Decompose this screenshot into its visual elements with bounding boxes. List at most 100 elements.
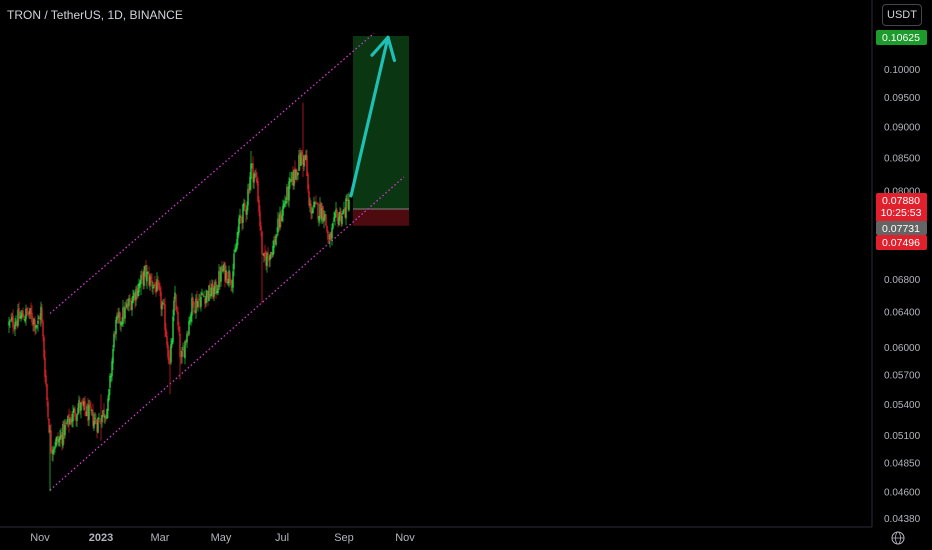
currency-button[interactable]: USDT	[882, 4, 922, 26]
candle-body	[213, 288, 215, 297]
candle	[339, 207, 341, 222]
candle-body	[329, 233, 331, 240]
candle	[56, 435, 58, 445]
candle	[61, 431, 63, 451]
candle	[108, 388, 110, 402]
candle-body	[134, 294, 136, 302]
candle-body	[85, 411, 87, 416]
candle	[239, 208, 241, 224]
candle	[243, 198, 245, 212]
candle	[114, 331, 116, 338]
candle-body	[290, 179, 292, 181]
candle	[334, 210, 336, 226]
candle-body	[8, 321, 10, 326]
candle-body	[235, 247, 237, 252]
candle	[106, 408, 108, 420]
candle	[60, 427, 62, 440]
candle-body	[152, 286, 154, 289]
candle	[164, 297, 166, 338]
candle-body	[196, 297, 198, 308]
candle-body	[151, 280, 153, 287]
candle	[133, 290, 135, 301]
candle-body	[133, 292, 135, 298]
candle	[123, 306, 125, 322]
candle	[147, 271, 149, 274]
candle	[269, 254, 271, 267]
candle	[71, 414, 73, 428]
candle-body	[35, 326, 37, 328]
candle-body	[14, 324, 16, 330]
candle	[150, 273, 152, 283]
candle-body	[230, 280, 232, 285]
candle-body	[238, 218, 240, 233]
candle	[44, 349, 46, 383]
price-tick-label: 0.04380	[884, 514, 921, 525]
candle-body	[9, 320, 11, 322]
candle	[139, 279, 141, 288]
candle-body	[211, 283, 213, 295]
candle-body	[158, 282, 160, 289]
candle	[194, 310, 196, 314]
candle-body	[345, 198, 347, 219]
candle	[169, 346, 171, 395]
candle-body	[120, 322, 122, 326]
candle-body	[200, 296, 202, 307]
candle-body	[10, 319, 12, 321]
timezone-button[interactable]	[873, 529, 925, 549]
candle	[141, 268, 143, 281]
price-tick-label: 0.09500	[884, 93, 921, 104]
candle-body	[53, 448, 55, 450]
candle	[257, 176, 259, 203]
candle-body	[84, 401, 86, 411]
candle-body	[121, 322, 123, 325]
candle	[298, 150, 300, 172]
candle-body	[338, 217, 340, 226]
candle	[94, 412, 96, 425]
price-tick-label: 0.09000	[884, 122, 921, 133]
candle-body	[58, 439, 60, 443]
candle-body	[191, 297, 193, 316]
candle	[309, 197, 311, 213]
candle-body	[224, 262, 226, 282]
candle	[247, 183, 249, 211]
candle-body	[162, 303, 164, 305]
candle-body	[176, 310, 178, 312]
candle-body	[64, 424, 66, 436]
candle	[37, 314, 39, 332]
candle-body	[167, 344, 169, 358]
candle-body	[340, 211, 342, 223]
candle-body	[123, 307, 125, 319]
candle	[327, 230, 329, 244]
candle	[277, 211, 279, 236]
candle	[155, 281, 157, 298]
candle-body	[259, 211, 261, 226]
candle-body	[54, 447, 56, 449]
candle	[79, 397, 81, 415]
candle-body	[104, 416, 106, 418]
target-price-label-text: 0.10625	[882, 32, 920, 44]
candle	[228, 265, 230, 288]
candle	[144, 264, 146, 277]
candle-body	[195, 298, 197, 314]
candle	[168, 350, 170, 365]
candle-body	[198, 299, 200, 301]
candle-body	[187, 334, 189, 336]
candle	[323, 210, 325, 229]
candle	[202, 294, 204, 297]
candle-body	[135, 289, 137, 300]
candle	[348, 192, 350, 212]
candle-body	[246, 205, 248, 215]
candle	[268, 256, 270, 268]
candle	[73, 407, 75, 414]
candle-body	[269, 254, 271, 260]
candle-body	[186, 333, 188, 343]
candle	[54, 441, 56, 453]
candle-body	[34, 319, 36, 330]
candle-body	[273, 240, 275, 248]
candle-body	[231, 286, 233, 288]
candle-body	[226, 271, 228, 284]
candle-body	[330, 232, 332, 241]
candle-body	[185, 339, 187, 342]
candle	[146, 265, 148, 290]
